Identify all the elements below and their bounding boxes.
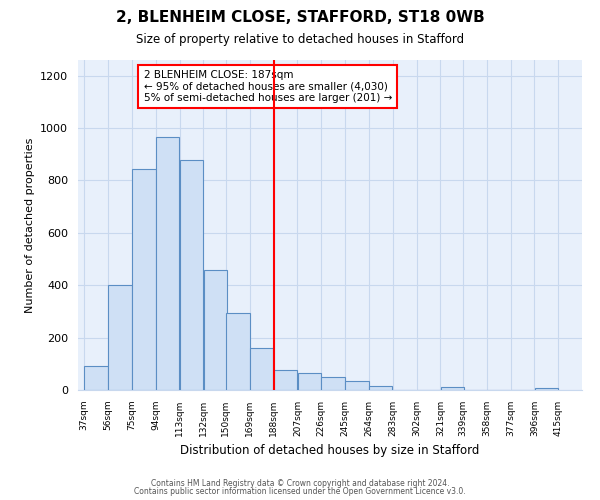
Bar	[226, 312, 250, 390]
Bar	[250, 348, 274, 390]
Text: 2 BLENHEIM CLOSE: 187sqm
← 95% of detached houses are smaller (4,030)
5% of semi: 2 BLENHEIM CLOSE: 187sqm ← 95% of detach…	[143, 70, 392, 103]
Bar	[440, 388, 464, 390]
Bar	[180, 160, 203, 390]
Text: Size of property relative to detached houses in Stafford: Size of property relative to detached ho…	[136, 32, 464, 46]
Bar	[108, 285, 132, 390]
Bar	[322, 377, 345, 390]
Bar	[132, 168, 155, 390]
Y-axis label: Number of detached properties: Number of detached properties	[25, 138, 35, 312]
Bar	[345, 381, 368, 390]
Bar	[298, 373, 321, 390]
Text: Contains public sector information licensed under the Open Government Licence v3: Contains public sector information licen…	[134, 487, 466, 496]
Bar	[85, 366, 108, 390]
Text: 2, BLENHEIM CLOSE, STAFFORD, ST18 0WB: 2, BLENHEIM CLOSE, STAFFORD, ST18 0WB	[116, 10, 484, 25]
Bar	[203, 270, 227, 390]
Bar	[156, 138, 179, 390]
Bar	[535, 388, 558, 390]
Bar	[369, 386, 392, 390]
Text: Contains HM Land Registry data © Crown copyright and database right 2024.: Contains HM Land Registry data © Crown c…	[151, 478, 449, 488]
Bar	[274, 370, 297, 390]
X-axis label: Distribution of detached houses by size in Stafford: Distribution of detached houses by size …	[181, 444, 479, 458]
